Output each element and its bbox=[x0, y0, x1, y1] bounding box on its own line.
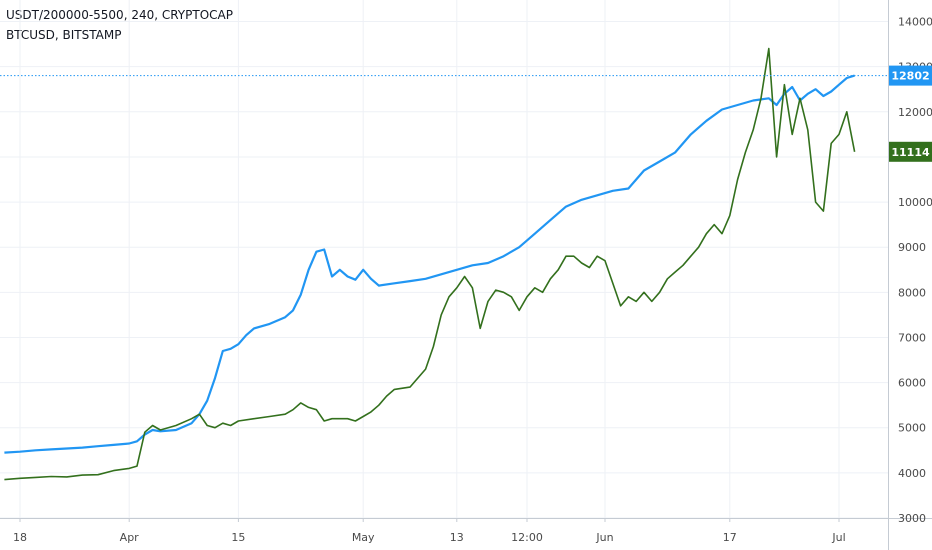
legend-series1: USDT/200000-5500, 240, CRYPTOCAP bbox=[6, 8, 233, 22]
y-tick-label: 12000 bbox=[898, 106, 932, 119]
legend-series2: BTCUSD, BITSTAMP bbox=[6, 28, 122, 42]
last-value-box-2 bbox=[889, 141, 932, 162]
x-tick-label: Jun bbox=[595, 531, 613, 544]
last-value-box-1 bbox=[889, 65, 932, 86]
y-tick-label: 5000 bbox=[898, 422, 926, 435]
x-tick-label: 18 bbox=[13, 531, 27, 544]
x-tick-label: Jul bbox=[831, 531, 845, 544]
x-tick-label: 12:00 bbox=[511, 531, 543, 544]
x-tick-label: May bbox=[352, 531, 375, 544]
last-value-label-2: 11114 bbox=[891, 146, 930, 159]
y-tick-label: 4000 bbox=[898, 467, 926, 480]
y-tick-label: 9000 bbox=[898, 241, 926, 254]
y-tick-label: 14000 bbox=[898, 16, 932, 29]
y-tick-label: 6000 bbox=[898, 377, 926, 390]
last-value-label-1: 12802 bbox=[891, 70, 929, 83]
x-tick-label: Apr bbox=[120, 531, 140, 544]
series-line-2 bbox=[4, 47, 856, 481]
y-tick-label: 3000 bbox=[898, 512, 926, 525]
series-line-1 bbox=[4, 74, 855, 454]
x-tick-label: 13 bbox=[450, 531, 464, 544]
x-tick-label: 17 bbox=[723, 531, 737, 544]
x-tick-label: 15 bbox=[231, 531, 245, 544]
y-tick-label: 8000 bbox=[898, 286, 926, 299]
y-tick-label: 7000 bbox=[898, 331, 926, 344]
y-tick-label: 10000 bbox=[898, 196, 932, 209]
